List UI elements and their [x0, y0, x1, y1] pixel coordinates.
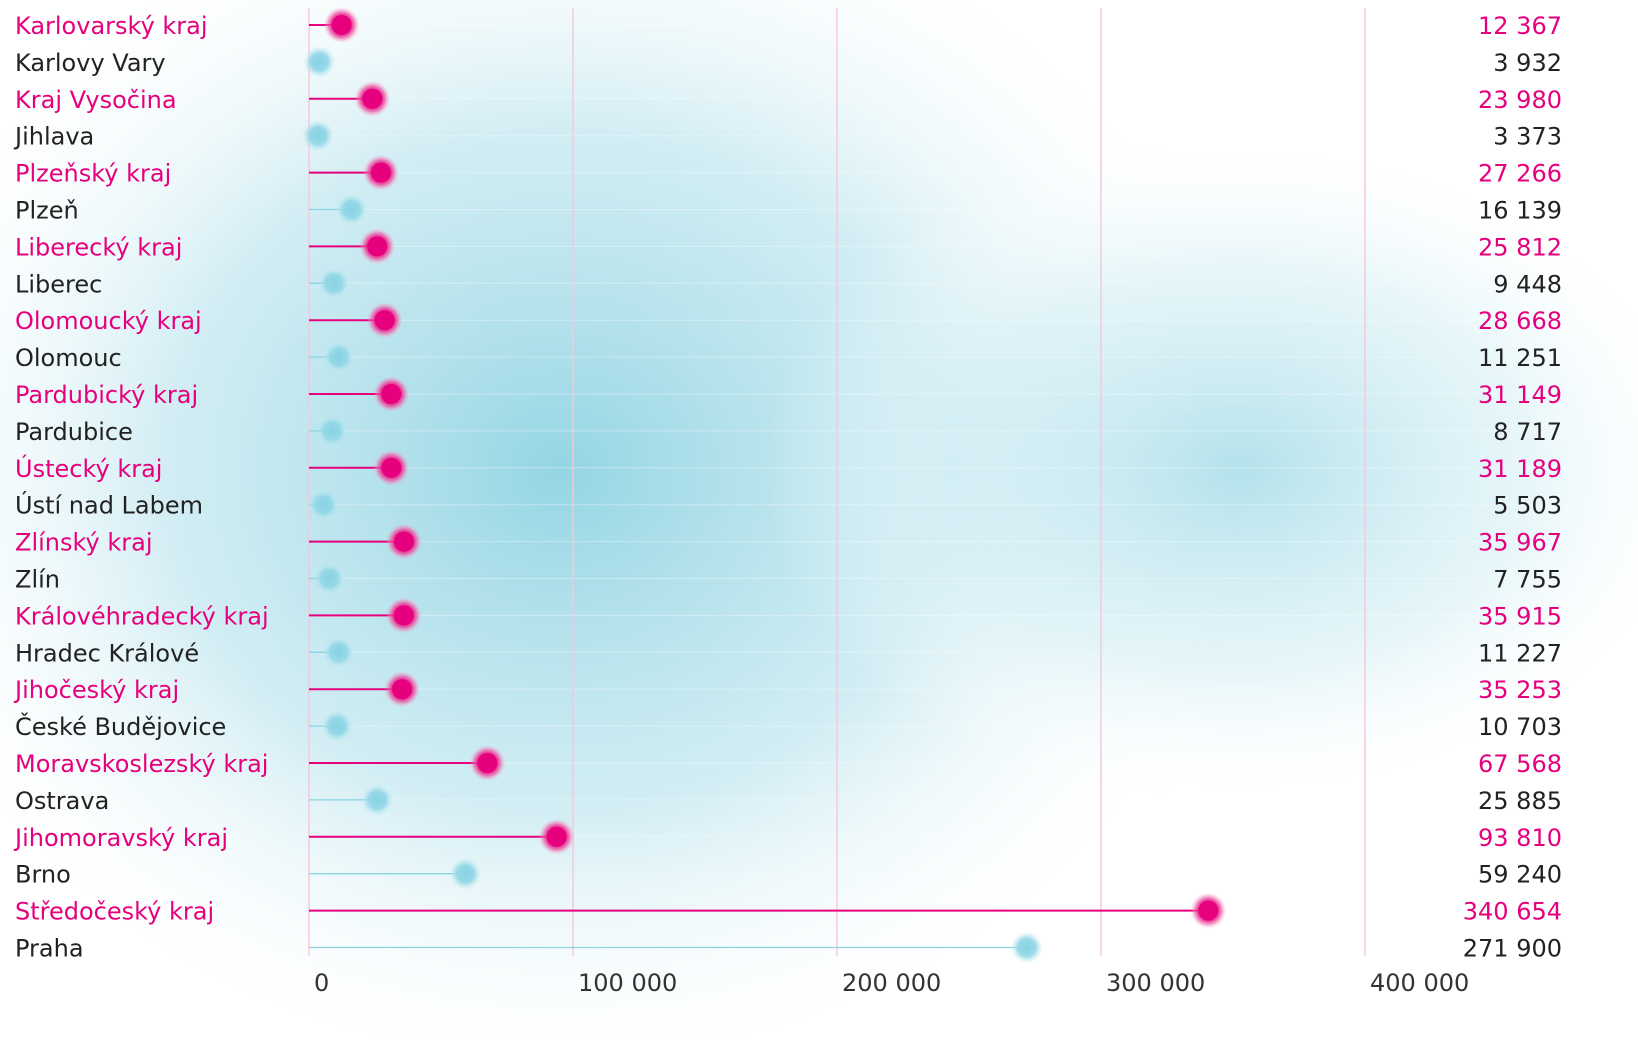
region-label: Královéhradecký kraj — [15, 602, 269, 630]
city-value: 3 932 — [1493, 49, 1562, 77]
region-value: 27 266 — [1478, 160, 1562, 188]
city-value: 9 448 — [1493, 270, 1562, 298]
city-label: Liberec — [15, 270, 102, 298]
region-label: Pardubický kraj — [15, 381, 198, 409]
city-label: Brno — [15, 861, 71, 889]
city-label: Praha — [15, 935, 84, 963]
city-value: 271 900 — [1463, 935, 1562, 963]
region-label: Ústecký kraj — [15, 453, 162, 483]
city-dot — [322, 636, 355, 669]
city-dot — [449, 857, 482, 890]
x-tick-label: 300 000 — [1106, 969, 1205, 997]
region-dot — [381, 384, 402, 404]
city-dot — [317, 267, 350, 300]
x-tick-label: 200 000 — [842, 969, 941, 997]
city-dot — [316, 414, 349, 447]
region-value: 31 189 — [1478, 455, 1562, 483]
region-label: Středočeský kraj — [15, 898, 214, 926]
region-label: Jihočeský kraj — [13, 676, 179, 704]
region-dot — [393, 605, 414, 626]
region-dot — [367, 236, 388, 257]
city-value: 5 503 — [1493, 492, 1562, 520]
region-value: 35 967 — [1478, 529, 1562, 557]
region-dot — [374, 310, 395, 331]
city-label: Plzeň — [15, 197, 79, 225]
region-value: 340 654 — [1463, 898, 1562, 926]
region-value: 35 915 — [1478, 602, 1562, 630]
city-label: Zlín — [15, 566, 60, 594]
value-labels: 12 367 3 932 23 980 3 373 27 266 16 139 25 812… — [1463, 12, 1562, 963]
city-value: 11 251 — [1478, 344, 1562, 372]
region-value: 35 253 — [1478, 676, 1562, 704]
region-value: 67 568 — [1478, 750, 1562, 778]
city-dot — [307, 488, 340, 521]
city-label: Karlovy Vary — [15, 49, 166, 77]
city-dot — [335, 193, 368, 226]
city-value: 11 227 — [1478, 639, 1562, 667]
region-label: Kraj Vysočina — [15, 86, 177, 114]
region-dot — [362, 88, 383, 109]
region-value: 28 668 — [1478, 307, 1562, 335]
region-dot — [392, 679, 413, 700]
city-value: 10 703 — [1478, 713, 1562, 741]
city-value: 8 717 — [1493, 418, 1562, 446]
x-tick-label: 400 000 — [1370, 969, 1469, 997]
region-label: Zlínský kraj — [15, 529, 153, 557]
region-dot — [393, 531, 414, 552]
region-dot — [546, 826, 567, 847]
city-dot — [301, 119, 334, 152]
region-value: 31 149 — [1478, 381, 1562, 409]
region-value: 93 810 — [1478, 824, 1562, 852]
city-dot — [322, 341, 355, 374]
city-dot — [321, 710, 354, 743]
city-value: 3 373 — [1493, 123, 1562, 151]
city-dot — [361, 783, 394, 816]
region-dot — [331, 15, 352, 35]
city-dot — [303, 45, 336, 78]
city-value: 25 885 — [1478, 787, 1562, 815]
x-axis: 0 100 000 200 000 300 000 400 000 — [314, 969, 1469, 997]
city-label: Hradec Králové — [15, 639, 199, 667]
region-dot — [477, 753, 498, 773]
region-label: Olomoucký kraj — [15, 307, 202, 335]
region-label: Karlovarský kraj — [15, 12, 208, 40]
city-label: Ústí nad Labem — [15, 490, 203, 520]
region-dot — [370, 162, 391, 183]
city-value: 7 755 — [1493, 566, 1562, 594]
city-label: Pardubice — [15, 418, 133, 446]
region-dot — [381, 457, 402, 478]
region-value: 12 367 — [1478, 12, 1562, 40]
city-label: Jihlava — [13, 123, 94, 151]
region-label: Plzeňský kraj — [15, 160, 171, 188]
x-tick-label: 0 — [314, 969, 329, 997]
region-label: Moravskoslezský kraj — [15, 750, 268, 778]
city-value: 59 240 — [1478, 861, 1562, 889]
city-value: 16 139 — [1478, 197, 1562, 225]
x-tick-label: 100 000 — [578, 969, 677, 997]
dots — [301, 7, 1227, 964]
region-value: 25 812 — [1478, 233, 1562, 261]
region-value: 23 980 — [1478, 86, 1562, 114]
city-dot — [1010, 931, 1043, 964]
city-label: České Budějovice — [15, 711, 226, 741]
region-label: Liberecký kraj — [15, 233, 182, 261]
city-label: Olomouc — [15, 344, 122, 372]
region-dot — [1198, 900, 1219, 921]
city-dot — [313, 562, 346, 595]
region-label: Jihomoravský kraj — [13, 824, 228, 852]
city-label: Ostrava — [15, 787, 109, 815]
row-labels: Karlovarský kraj Karlovy Vary Kraj Vysočin… — [13, 12, 269, 963]
